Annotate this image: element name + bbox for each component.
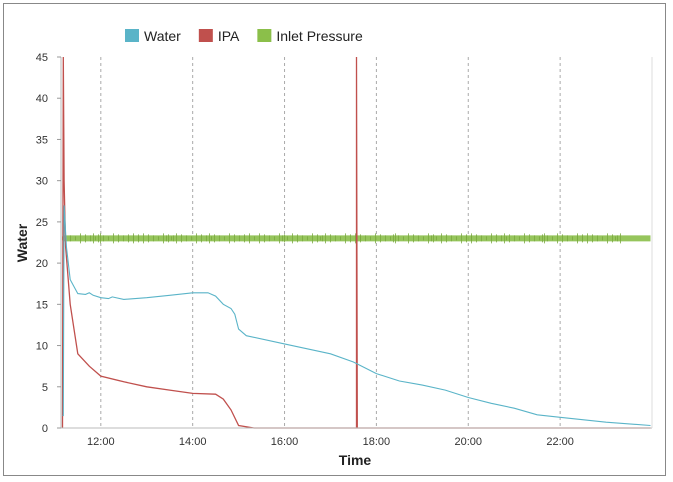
y-tick-label: 15 <box>36 299 48 311</box>
x-tick-label: 18:00 <box>363 436 391 448</box>
y-tick-label: 40 <box>36 93 48 105</box>
series-line-water <box>62 205 651 427</box>
legend-label: Water <box>144 28 181 44</box>
legend-swatch <box>198 29 213 42</box>
y-tick-label: 20 <box>36 258 48 270</box>
y-tick-label: 0 <box>42 423 48 435</box>
y-tick-label: 10 <box>36 341 48 353</box>
legend: Water IPA Inlet Pressure <box>125 28 363 44</box>
legend-label: IPA <box>218 28 240 44</box>
y-axis-label: Water <box>14 223 30 262</box>
legend-swatch <box>257 29 272 42</box>
y-tick-label: 45 <box>36 52 48 64</box>
y-tick-label: 30 <box>36 176 48 188</box>
x-axis-label: Time <box>339 452 372 468</box>
series-layer <box>61 56 651 429</box>
y-tick-label: 5 <box>42 382 48 394</box>
x-tick-label: 20:00 <box>455 436 483 448</box>
y-tick-label: 25 <box>36 217 48 229</box>
x-tick-label: 12:00 <box>87 436 115 448</box>
x-tick-label: 14:00 <box>179 436 207 448</box>
grid <box>100 57 561 428</box>
series-line-ipa <box>61 56 651 429</box>
x-tick-label: 22:00 <box>546 436 574 448</box>
x-tick-label: 16:00 <box>271 436 299 448</box>
legend-label: Inlet Pressure <box>276 28 363 44</box>
legend-swatch <box>125 29 139 42</box>
chart-frame <box>3 3 666 476</box>
axes: 12:00 14:00 16:00 18:00 20:00 22:00 0 5 10 15 20 25… <box>36 52 653 448</box>
y-tick-label: 35 <box>36 134 48 146</box>
